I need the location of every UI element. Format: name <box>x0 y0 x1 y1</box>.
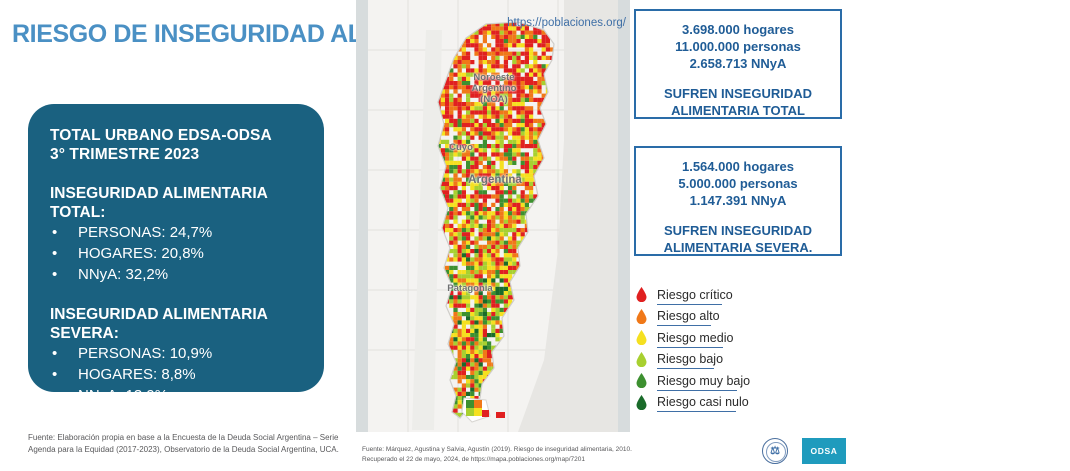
legend-label: Riesgo crítico <box>657 287 733 305</box>
spacer <box>642 72 834 85</box>
list-item-label: NNyA: 32,2% <box>78 266 169 283</box>
list-item: • HOGARES: 8,8% <box>50 364 324 385</box>
info-severa-line1: 1.564.000 hogares <box>681 159 795 174</box>
uca-seal-logo: ⚖ <box>762 438 788 464</box>
section-title-severa-line2: SEVERA: <box>50 325 119 342</box>
info-severa-line4: SUFREN INSEGURIDAD <box>663 223 813 238</box>
section-items-severa: • PERSONAS: 10,9% • HOGARES: 8,8% • NNyA… <box>50 343 324 406</box>
list-item-label: HOGARES: 20,8% <box>78 245 204 262</box>
bullet-icon: • <box>52 266 58 283</box>
list-item: • NNyA: 13,9% <box>50 385 324 406</box>
stats-card-heading-line1: TOTAL URBANO EDSA-ODSA <box>50 127 272 144</box>
list-item-label: PERSONAS: 24,7% <box>78 224 213 241</box>
legend-label: Riesgo muy bajo <box>657 373 751 391</box>
bullet-icon: • <box>52 224 58 241</box>
list-item: • NNyA: 32,2% <box>50 264 324 285</box>
logo-strip: ⚖ ODSA <box>762 438 846 464</box>
info-total-line1: 3.698.000 hogares <box>681 22 795 37</box>
argentina-choropleth-map <box>368 0 618 432</box>
legend-item-medio[interactable]: Riesgo medio <box>634 327 834 349</box>
scales-icon: ⚖ <box>770 444 780 457</box>
legend-item-alto[interactable]: Riesgo alto <box>634 306 834 328</box>
bullet-icon: • <box>52 366 58 383</box>
water-drop-icon <box>634 287 648 303</box>
odsa-logo: ODSA <box>802 438 846 464</box>
stats-card-heading: TOTAL URBANO EDSA-ODSA 3° TRIMESTRE 2023 <box>50 126 324 164</box>
legend-label: Riesgo medio <box>657 330 734 348</box>
info-severa-line3: 1.147.391 NNyA <box>689 193 787 208</box>
list-item: • HOGARES: 20,8% <box>50 243 324 264</box>
section-title-total: INSEGURIDAD ALIMENTARIA TOTAL: <box>50 185 268 221</box>
legend-label: Riesgo casi nulo <box>657 395 749 413</box>
legend-item-casi-nulo[interactable]: Riesgo casi nulo <box>634 392 834 414</box>
water-drop-icon <box>634 308 648 324</box>
info-total-line5: ALIMENTARIA TOTAL <box>671 103 805 118</box>
list-item-label: HOGARES: 8,8% <box>78 366 196 383</box>
water-drop-icon <box>634 351 648 367</box>
bullet-icon: • <box>52 245 58 262</box>
map-source-url[interactable]: https://poblaciones.org/ <box>507 17 626 29</box>
info-box-severa: 1.564.000 hogares 5.000.000 personas 1.1… <box>634 146 842 256</box>
water-drop-icon <box>634 394 648 410</box>
info-box-total: 3.698.000 hogares 11.000.000 personas 2.… <box>634 9 842 119</box>
water-drop-icon <box>634 373 648 389</box>
legend-label: Riesgo alto <box>657 309 720 327</box>
legend-item-bajo[interactable]: Riesgo bajo <box>634 349 834 371</box>
legend-item-muy-bajo[interactable]: Riesgo muy bajo <box>634 370 834 392</box>
info-total-line3: 2.658.713 NNyA <box>689 56 787 71</box>
section-items-total: • PERSONAS: 24,7% • HOGARES: 20,8% • NNy… <box>50 222 324 285</box>
bullet-icon: • <box>52 387 58 404</box>
map-legend: Riesgo crítico Riesgo alto Riesgo medio … <box>634 284 834 413</box>
info-total-line4: SUFREN INSEGURIDAD <box>663 86 813 101</box>
section-title-severa-line1: INSEGURIDAD ALIMENTARIA <box>50 306 268 323</box>
map-panel: Noroeste Argentino (NOA) Cuyo Argentina … <box>356 0 630 432</box>
map-canvas: Noroeste Argentino (NOA) Cuyo Argentina … <box>368 0 618 432</box>
info-severa-line5: ALIMENTARIA SEVERA. <box>663 240 813 255</box>
source-note-map: Fuente: Márquez, Agustina y Salvia, Agus… <box>362 446 632 463</box>
list-item: • PERSONAS: 24,7% <box>50 222 324 243</box>
section-title-severa: INSEGURIDAD ALIMENTARIA SEVERA: <box>50 305 324 343</box>
tierra-del-fuego <box>461 397 505 423</box>
list-item-label: PERSONAS: 10,9% <box>78 345 213 362</box>
legend-label: Riesgo bajo <box>657 352 724 370</box>
stats-card-heading-line2: 3° TRIMESTRE 2023 <box>50 146 200 163</box>
source-note-left: Fuente: Elaboración propia en base a la … <box>28 433 339 454</box>
list-item-label: NNyA: 13,9% <box>78 387 169 404</box>
stats-card: TOTAL URBANO EDSA-ODSA 3° TRIMESTRE 2023… <box>28 104 324 404</box>
bullet-icon: • <box>52 345 58 362</box>
info-total-line2: 11.000.000 personas <box>675 39 801 54</box>
list-item: • PERSONAS: 10,9% <box>50 343 324 364</box>
legend-item-critico[interactable]: Riesgo crítico <box>634 284 834 306</box>
info-severa-line2: 5.000.000 personas <box>678 176 798 191</box>
water-drop-icon <box>634 330 648 346</box>
spacer <box>642 209 834 222</box>
